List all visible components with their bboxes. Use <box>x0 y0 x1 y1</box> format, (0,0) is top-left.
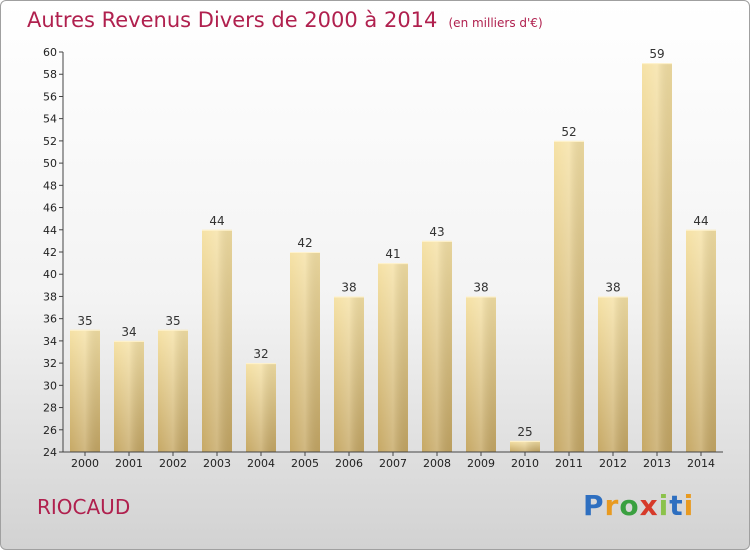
x-tick-label: 2006 <box>335 457 363 470</box>
x-tick-label: 2014 <box>687 457 715 470</box>
value-label: 43 <box>429 225 444 239</box>
x-tick-label: 2013 <box>643 457 671 470</box>
x-tick-label: 2008 <box>423 457 451 470</box>
bars <box>70 63 716 452</box>
value-label: 52 <box>561 125 576 139</box>
x-tick-label: 2011 <box>555 457 583 470</box>
y-tick-label: 48 <box>43 179 57 192</box>
y-tick-label: 50 <box>43 157 57 170</box>
bar-highlight <box>642 63 672 452</box>
value-label: 44 <box>209 214 224 228</box>
chart-unit: (en milliers d'€) <box>448 16 543 30</box>
value-label: 25 <box>517 425 532 439</box>
y-tick-label: 38 <box>43 290 57 303</box>
y-tick-label: 40 <box>43 268 57 281</box>
x-tick-label: 2007 <box>379 457 407 470</box>
value-label: 38 <box>605 280 620 294</box>
value-label: 44 <box>693 214 708 228</box>
x-tick-label: 2004 <box>247 457 275 470</box>
bar-highlight <box>246 363 276 452</box>
y-tick-label: 42 <box>43 246 57 259</box>
y-tick-label: 30 <box>43 379 57 392</box>
bar-highlight <box>158 329 188 452</box>
y-tick-label: 32 <box>43 357 57 370</box>
x-tick-label: 2009 <box>467 457 495 470</box>
value-label: 34 <box>121 325 136 339</box>
proxiti-logo: Proxiti <box>583 489 695 522</box>
y-tick-label: 46 <box>43 202 57 215</box>
bar-highlight <box>334 296 364 452</box>
x-tick-label: 2001 <box>115 457 143 470</box>
bar-highlight <box>202 229 232 452</box>
y-tick-label: 24 <box>43 446 57 459</box>
x-tick-label: 2003 <box>203 457 231 470</box>
bar-highlight <box>554 140 584 452</box>
value-label: 42 <box>297 236 312 250</box>
y-tick-label: 36 <box>43 313 57 326</box>
bar-highlight <box>422 240 452 452</box>
bar-highlight <box>114 340 144 452</box>
x-tick-label: 2005 <box>291 457 319 470</box>
y-tick-label: 28 <box>43 402 57 415</box>
y-tick-label: 34 <box>43 335 57 348</box>
bar-highlight <box>686 229 716 452</box>
value-label: 38 <box>473 280 488 294</box>
x-tick-label: 2002 <box>159 457 187 470</box>
y-tick-label: 58 <box>43 68 57 81</box>
y-tick-label: 44 <box>43 224 57 237</box>
bar-highlight <box>378 263 408 452</box>
y-tick-label: 54 <box>43 113 57 126</box>
bar-highlight <box>598 296 628 452</box>
y-tick-label: 56 <box>43 90 57 103</box>
y-tick-label: 60 <box>43 46 57 59</box>
bar-highlight <box>290 252 320 452</box>
value-label: 41 <box>385 247 400 261</box>
value-labels: 35 34 35 44 32 42 38 41 43 38 25 52 38 59 44 <box>77 47 708 439</box>
y-axis: 24 26 28 30 32 34 36 38 40 42 44 46 48 50 52 54 56 58 60 <box>43 46 64 459</box>
value-label: 35 <box>165 314 180 328</box>
value-label: 35 <box>77 314 92 328</box>
place-name: RIOCAUD <box>37 495 131 519</box>
x-tick-label: 2000 <box>71 457 99 470</box>
chart-title-block: Autres Revenus Divers de 2000 à 2014 (en… <box>27 8 543 32</box>
bar-highlight <box>510 440 540 452</box>
bar-highlight <box>70 329 100 452</box>
bar-highlight <box>466 296 496 452</box>
y-tick-label: 26 <box>43 424 57 437</box>
value-label: 32 <box>253 347 268 361</box>
y-tick-label: 52 <box>43 135 57 148</box>
value-label: 59 <box>649 47 664 61</box>
x-tick-label: 2010 <box>511 457 539 470</box>
x-axis: 2000 2001 2002 2003 2004 2005 2006 2007 2008 2009… <box>63 451 723 470</box>
value-label: 38 <box>341 280 356 294</box>
chart-title: Autres Revenus Divers de 2000 à 2014 <box>27 8 438 32</box>
x-tick-label: 2012 <box>599 457 627 470</box>
